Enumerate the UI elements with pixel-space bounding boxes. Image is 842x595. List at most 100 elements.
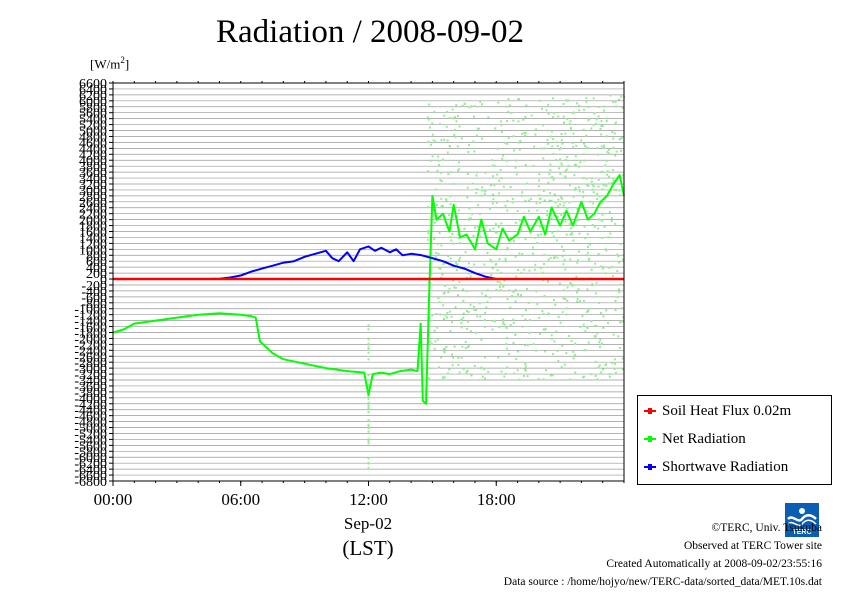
net-radiation-point xyxy=(621,258,624,261)
net-radiation-point xyxy=(513,372,516,375)
net-radiation-point xyxy=(485,306,488,309)
y-tick-label: 4400 xyxy=(79,142,107,157)
net-radiation-point xyxy=(506,246,509,249)
net-radiation-point xyxy=(605,249,608,252)
net-radiation-point xyxy=(500,370,503,373)
net-radiation-point xyxy=(550,176,553,179)
legend-swatch-green xyxy=(644,436,656,442)
net-radiation-point xyxy=(530,114,533,117)
net-radiation-point xyxy=(473,364,476,367)
net-radiation-point xyxy=(506,199,509,202)
net-radiation-point xyxy=(587,251,590,254)
net-radiation-point xyxy=(550,199,553,202)
net-radiation-point xyxy=(575,164,578,167)
net-radiation-point xyxy=(481,137,484,140)
net-radiation-point xyxy=(440,244,443,247)
net-radiation-point xyxy=(497,101,500,104)
net-radiation-point xyxy=(562,249,565,252)
net-radiation-point xyxy=(535,349,538,352)
net-radiation-point xyxy=(430,342,433,345)
net-radiation-point xyxy=(459,319,462,322)
net-radiation-point xyxy=(585,177,588,180)
net-radiation-point xyxy=(466,172,469,175)
net-radiation-point xyxy=(433,110,436,113)
net-radiation-point xyxy=(619,283,622,286)
net-radiation-point xyxy=(435,312,438,315)
net-radiation-point xyxy=(546,138,549,141)
net-radiation-point xyxy=(496,173,499,176)
net-radiation-point xyxy=(586,310,589,313)
x-tick-label: 18:00 xyxy=(477,490,516,509)
net-radiation-point xyxy=(430,319,433,322)
net-radiation-point xyxy=(548,173,551,176)
net-radiation-point xyxy=(601,170,604,173)
net-radiation-point xyxy=(466,290,469,293)
net-radiation-point xyxy=(502,285,505,288)
net-radiation-point xyxy=(453,133,456,136)
net-radiation-point xyxy=(506,248,509,251)
net-radiation-point xyxy=(490,184,493,187)
net-radiation-point xyxy=(562,289,565,292)
net-radiation-point xyxy=(576,300,579,303)
net-radiation-point xyxy=(619,194,622,197)
net-radiation-point xyxy=(514,300,517,303)
net-radiation-point xyxy=(602,368,605,371)
net-radiation-point xyxy=(507,98,510,101)
net-radiation-point xyxy=(621,368,624,371)
net-radiation-point xyxy=(512,135,515,138)
net-radiation-point xyxy=(484,377,487,380)
net-radiation-point xyxy=(607,182,610,185)
net-radiation-point xyxy=(578,190,581,193)
net-radiation-point xyxy=(472,140,475,143)
net-radiation-point xyxy=(608,375,611,378)
net-radiation-point xyxy=(443,284,446,287)
net-radiation-point xyxy=(566,206,569,209)
net-radiation-point xyxy=(568,184,571,187)
net-radiation-point xyxy=(502,318,505,321)
net-radiation-point xyxy=(557,115,560,118)
y-tick-label: 6000 xyxy=(79,95,107,110)
net-radiation-point xyxy=(615,121,618,124)
net-radiation-point xyxy=(594,324,597,327)
net-radiation-point xyxy=(535,128,538,131)
net-radiation-point xyxy=(580,139,583,142)
y-tick-label: -6600 xyxy=(74,469,107,484)
net-radiation-point xyxy=(584,330,587,333)
net-radiation-point xyxy=(565,233,568,236)
net-radiation-point xyxy=(552,138,555,141)
net-radiation-point xyxy=(565,313,568,316)
net-radiation-point xyxy=(564,169,567,172)
net-radiation-point xyxy=(553,193,556,196)
net-radiation-point xyxy=(457,356,460,359)
net-radiation-point xyxy=(444,314,447,317)
net-radiation-point xyxy=(617,98,620,101)
net-radiation-point xyxy=(528,199,531,202)
net-radiation-point xyxy=(524,363,527,366)
y-tick-label: -2200 xyxy=(74,338,107,353)
net-radiation-point xyxy=(433,347,436,350)
net-radiation-point xyxy=(596,153,599,156)
net-radiation-point xyxy=(459,256,462,259)
net-radiation-point xyxy=(590,180,593,183)
y-tick-label: 3000 xyxy=(79,184,107,199)
net-radiation-point xyxy=(597,115,600,118)
y-tick-label: -3200 xyxy=(74,368,107,383)
net-radiation-point xyxy=(616,253,619,256)
net-radiation-point xyxy=(523,131,526,134)
y-tick-label: -6800 xyxy=(74,475,107,490)
legend-swatch-red xyxy=(644,408,656,414)
y-tick-label: 400 xyxy=(86,261,107,276)
net-radiation-point xyxy=(582,128,585,131)
net-radiation-point xyxy=(541,107,544,110)
net-radiation-point xyxy=(556,230,559,233)
net-radiation-point xyxy=(529,231,532,234)
net-radiation-point xyxy=(522,118,525,121)
net-radiation-point xyxy=(591,283,594,286)
net-radiation-point xyxy=(441,158,444,161)
net-radiation-point xyxy=(560,162,563,165)
net-radiation-point xyxy=(574,155,577,158)
net-radiation-point xyxy=(499,120,502,123)
net-radiation-point xyxy=(549,135,552,138)
net-radiation-point xyxy=(458,258,461,261)
